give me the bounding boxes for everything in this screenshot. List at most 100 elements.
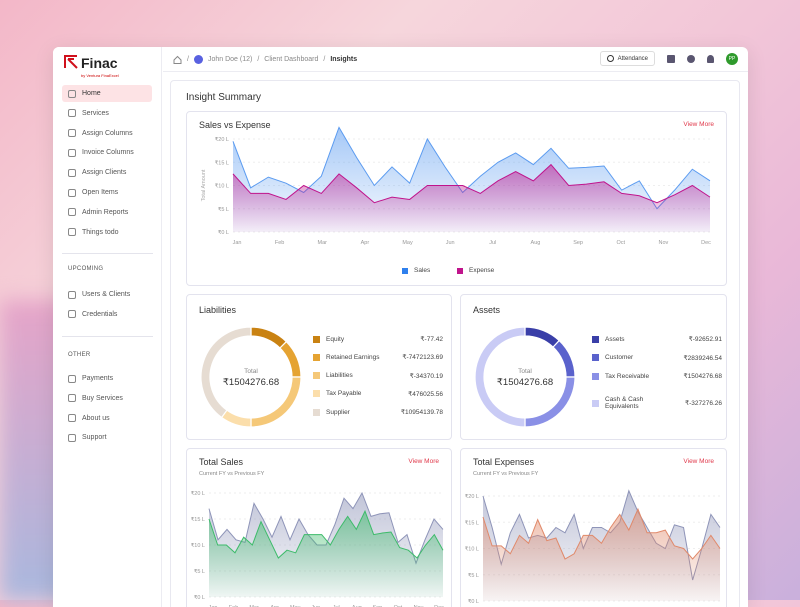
breadcrumb-client[interactable]: John Doe (12) <box>207 55 253 63</box>
y-tick-label: ₹15 L <box>215 159 229 166</box>
breadcrumb-dashboard[interactable]: Client Dashboard <box>264 55 319 63</box>
legend-row: Equity ₹-77.42 <box>313 335 443 343</box>
sidebar-item[interactable]: Assign Columns <box>62 125 152 142</box>
logo: Finac by Ventura FinaExcel <box>64 55 119 78</box>
series-line <box>232 163 711 204</box>
donut-slice[interactable] <box>552 339 576 378</box>
total-sales-card: ₹0 L₹5 L₹10 L₹15 L₹20 LJanFebMarAprMayJu… <box>186 448 452 607</box>
sidebar-item[interactable]: Open Items <box>62 184 152 201</box>
series-area <box>483 509 720 601</box>
logo-icon <box>64 55 78 69</box>
nav-label: Assign Columns <box>82 129 133 137</box>
view-more-link[interactable]: View More <box>408 458 439 465</box>
series-line <box>482 507 721 560</box>
sidebar-item[interactable]: Admin Reports <box>62 204 152 221</box>
nav-icon <box>68 89 76 98</box>
legend-row: Retained Earnings ₹-7472123.69 <box>313 353 443 361</box>
card-title: Liabilities <box>199 305 237 315</box>
legend-label: Assets <box>605 335 625 343</box>
y-tick-label: ₹0 L <box>194 594 205 601</box>
legend-value: ₹2839246.54 <box>683 354 722 362</box>
total-value: ₹1504276.68 <box>223 377 279 388</box>
view-more-link[interactable]: View More <box>683 458 714 465</box>
donut-chart: Total ₹1504276.68 <box>474 326 576 428</box>
nav-icon <box>68 374 76 383</box>
legend-swatch <box>592 399 599 407</box>
donut-slice[interactable] <box>474 326 526 428</box>
divider <box>62 253 153 254</box>
donut-slice[interactable] <box>524 326 561 348</box>
legend-label: Sales <box>414 267 431 274</box>
sidebar-item[interactable]: Support <box>62 429 152 446</box>
card-title: Total Sales <box>199 457 244 467</box>
y-tick-label: ₹10 L <box>465 546 479 553</box>
legend-row: Supplier ₹10954139.78 <box>313 408 443 416</box>
total-label: Total <box>518 368 532 375</box>
sidebar-item[interactable]: Assign Clients <box>62 164 152 181</box>
sidebar-item[interactable]: Things todo <box>62 224 152 241</box>
legend-swatch <box>402 267 408 274</box>
user-avatar[interactable]: PP <box>726 52 738 65</box>
legend-label: Cash & Cash Equivalents <box>605 396 644 411</box>
y-tick-label: ₹0 L <box>468 598 479 605</box>
nav-icon <box>68 310 76 319</box>
nav-icon <box>68 414 76 423</box>
sidebar-item[interactable]: Home <box>62 85 152 102</box>
insights-panel: Insight Summary ₹0 L ₹5 L ₹10 L ₹15 L ₹20 L J… <box>170 80 740 607</box>
nav-icon <box>68 129 76 138</box>
attendance-button[interactable]: Attendance <box>599 51 655 66</box>
sidebar-item[interactable]: Invoice Columns <box>62 144 152 161</box>
y-tick-label: ₹0 L <box>218 229 229 236</box>
brand-name: Finac <box>81 55 118 71</box>
sidebar-item[interactable]: Payments <box>62 370 152 387</box>
sidebar-item[interactable]: Users & Clients <box>62 286 152 303</box>
y-tick-label: ₹10 L <box>215 183 229 190</box>
legend-row: Tax Payable ₹476025.56 <box>313 390 443 398</box>
donut-slice[interactable] <box>279 340 302 378</box>
donut-slice[interactable] <box>220 409 252 428</box>
legend-label: Supplier <box>326 408 350 416</box>
legend-value: ₹10954139.78 <box>400 409 443 417</box>
legend-label: Customer <box>605 354 634 362</box>
legend-label: Liabilities <box>326 372 353 380</box>
legend-value: ₹-77.42 <box>420 336 443 343</box>
sidebar-item[interactable]: Credentials <box>62 306 152 323</box>
x-tick-label: Aug <box>531 240 541 246</box>
nav-icon <box>68 168 76 177</box>
section-title: UPCOMING <box>68 266 104 272</box>
help-icon[interactable] <box>687 54 695 63</box>
donut-slice[interactable] <box>250 326 288 349</box>
legend-label: Retained Earnings <box>326 353 380 361</box>
y-axis-label: Total Amount <box>201 169 207 201</box>
sidebar-item[interactable]: About us <box>62 410 152 427</box>
x-tick-label: Sep <box>573 240 583 246</box>
legend-value: ₹-92652.91 <box>688 336 722 343</box>
sidebar-item[interactable]: Buy Services <box>62 390 152 407</box>
series-area <box>233 164 710 232</box>
legend-row: Assets ₹-92652.91 <box>592 335 722 343</box>
card-subtitle: Current FY vs Previous FY <box>473 471 539 477</box>
home-icon[interactable] <box>173 55 182 64</box>
donut-slice[interactable] <box>200 326 252 419</box>
view-more-link[interactable]: View More <box>683 121 714 128</box>
card-title: Total Expenses <box>473 457 535 467</box>
nav-label: Open Items <box>82 189 119 196</box>
legend-item[interactable]: Sales <box>402 267 430 274</box>
top-bar: / John Doe (12) / Client Dashboard / Insig… <box>163 47 748 72</box>
card-title: Assets <box>473 305 501 315</box>
legend-row: Cash & Cash Equivalents ₹-327276.26 <box>592 396 722 410</box>
assets-card: Total ₹1504276.68 Assets Assets ₹-92652.91 Cu… <box>460 294 727 440</box>
bell-icon[interactable] <box>707 54 714 63</box>
legend-value: ₹-327276.26 <box>684 400 722 408</box>
switch-icon[interactable] <box>667 54 675 63</box>
legend-label: Equity <box>326 335 345 343</box>
legend-row: Liabilities ₹-34370.19 <box>313 372 443 380</box>
y-tick-label: ₹5 L <box>218 206 229 213</box>
sidebar-item[interactable]: Services <box>62 105 152 122</box>
legend-item[interactable]: Expense <box>457 267 494 274</box>
donut-chart: Total ₹1504276.68 <box>200 326 302 428</box>
total-label: Total <box>244 368 258 375</box>
x-tick-label: May <box>402 240 413 246</box>
legend-label: Tax Receivable <box>605 372 650 380</box>
area-chart: ₹0 L₹5 L₹10 L₹15 L₹20 LJanFebMarAprMayJu… <box>191 490 444 607</box>
